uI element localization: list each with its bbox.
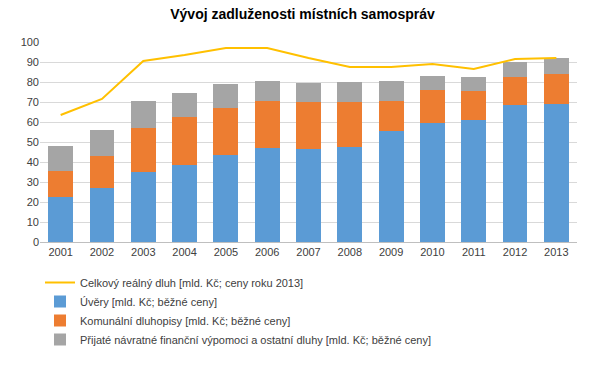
- svg-text:2010: 2010: [420, 246, 444, 258]
- svg-text:2002: 2002: [90, 246, 114, 258]
- svg-text:2001: 2001: [48, 246, 72, 258]
- svg-text:2013: 2013: [544, 246, 568, 258]
- svg-text:Komunální dluhopisy [mld. Kč;: Komunální dluhopisy [mld. Kč; běžné ceny…: [80, 315, 290, 327]
- svg-text:2012: 2012: [503, 246, 527, 258]
- svg-text:2007: 2007: [296, 246, 320, 258]
- svg-text:2008: 2008: [338, 246, 362, 258]
- svg-text:2003: 2003: [131, 246, 155, 258]
- svg-text:2005: 2005: [214, 246, 238, 258]
- svg-text:2004: 2004: [172, 246, 196, 258]
- svg-text:2006: 2006: [255, 246, 279, 258]
- svg-text:10: 10: [27, 216, 39, 228]
- svg-text:70: 70: [27, 96, 39, 108]
- svg-text:100: 100: [21, 36, 39, 48]
- svg-text:2009: 2009: [379, 246, 403, 258]
- svg-text:2011: 2011: [462, 246, 486, 258]
- svg-text:0: 0: [33, 236, 39, 248]
- svg-text:20: 20: [27, 196, 39, 208]
- svg-text:Přijaté návratné finanční výpo: Přijaté návratné finanční výpomoci a ost…: [80, 334, 431, 346]
- svg-text:30: 30: [27, 176, 39, 188]
- svg-text:60: 60: [27, 116, 39, 128]
- svg-text:50: 50: [27, 136, 39, 148]
- svg-text:40: 40: [27, 156, 39, 168]
- svg-text:Úvěry [mld. Kč; běžné ceny]: Úvěry [mld. Kč; běžné ceny]: [80, 296, 217, 308]
- svg-text:Vývoj zadluženosti místních sa: Vývoj zadluženosti místních samospráv: [170, 6, 435, 22]
- svg-text:Celkový reálný dluh [mld. Kč;: Celkový reálný dluh [mld. Kč; ceny roku …: [80, 277, 303, 289]
- svg-text:90: 90: [27, 56, 39, 68]
- svg-text:80: 80: [27, 76, 39, 88]
